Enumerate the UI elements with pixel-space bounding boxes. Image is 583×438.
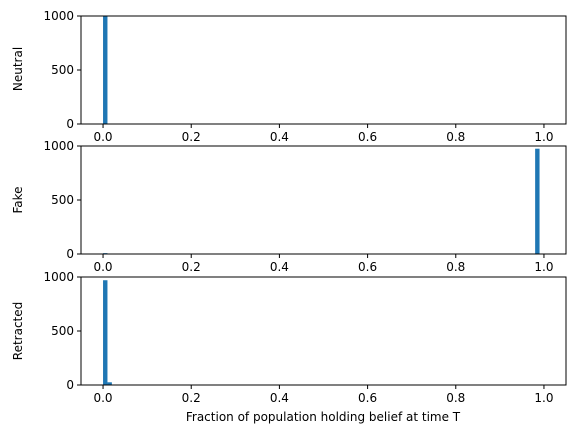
y-tick-label-neutral-1: 500 — [51, 63, 74, 77]
y-tick-label-neutral-2: 1000 — [43, 9, 74, 23]
axes-frame-fake — [80, 145, 567, 255]
y-axis-label-neutral: Neutral — [11, 47, 25, 91]
y-axis-label-fake: Fake — [11, 186, 25, 213]
x-tick-label-fake-1: 0.2 — [182, 260, 201, 274]
x-tick-label-neutral-4: 0.8 — [446, 130, 465, 144]
histogram-bar-neutral-0 — [103, 16, 108, 124]
y-tick-label-neutral-0: 0 — [66, 117, 74, 131]
histogram-bar-retracted-0 — [103, 280, 108, 385]
x-tick-label-retracted-3: 0.6 — [358, 391, 377, 405]
subplot-retracted: Retracted Fraction of population holding… — [11, 270, 567, 424]
x-tick-label-retracted-5: 1.0 — [534, 391, 553, 405]
axes-frame-neutral — [80, 15, 567, 125]
histogram-bar-fake-1 — [535, 148, 540, 254]
y-tick-label-fake-1: 500 — [51, 193, 74, 207]
y-tick-label-retracted-0: 0 — [66, 378, 74, 392]
y-tick-label-retracted-1: 500 — [51, 324, 74, 338]
histogram-bar-retracted-1 — [107, 382, 112, 385]
x-axis-label: Fraction of population holding belief at… — [186, 410, 461, 424]
x-tick-label-fake-3: 0.6 — [358, 260, 377, 274]
x-tick-label-retracted-2: 0.4 — [270, 391, 289, 405]
subplot-neutral: Neutral 0.0 0.2 0.4 0.6 0.8 1.0 0 500 1000 — [11, 9, 567, 144]
x-tick-label-retracted-4: 0.8 — [446, 391, 465, 405]
axes-frame-retracted — [80, 276, 567, 386]
x-tick-label-neutral-1: 0.2 — [182, 130, 201, 144]
x-tick-label-retracted-1: 0.2 — [182, 391, 201, 405]
y-axis-label-retracted: Retracted — [11, 302, 25, 360]
x-tick-label-retracted-0: 0.0 — [93, 391, 112, 405]
y-tick-label-fake-2: 1000 — [43, 139, 74, 153]
x-tick-label-neutral-0: 0.0 — [93, 130, 112, 144]
x-tick-label-fake-2: 0.4 — [270, 260, 289, 274]
x-tick-label-neutral-2: 0.4 — [270, 130, 289, 144]
x-tick-label-neutral-5: 1.0 — [534, 130, 553, 144]
x-tick-label-fake-0: 0.0 — [93, 260, 112, 274]
subplot-fake: Fake 0.0 0.2 0.4 0.6 0.8 1.0 0 500 1000 — [11, 139, 567, 274]
y-tick-label-retracted-2: 1000 — [43, 270, 74, 284]
x-tick-label-fake-5: 1.0 — [534, 260, 553, 274]
y-tick-label-fake-0: 0 — [66, 247, 74, 261]
x-tick-label-fake-4: 0.8 — [446, 260, 465, 274]
x-tick-label-neutral-3: 0.6 — [358, 130, 377, 144]
